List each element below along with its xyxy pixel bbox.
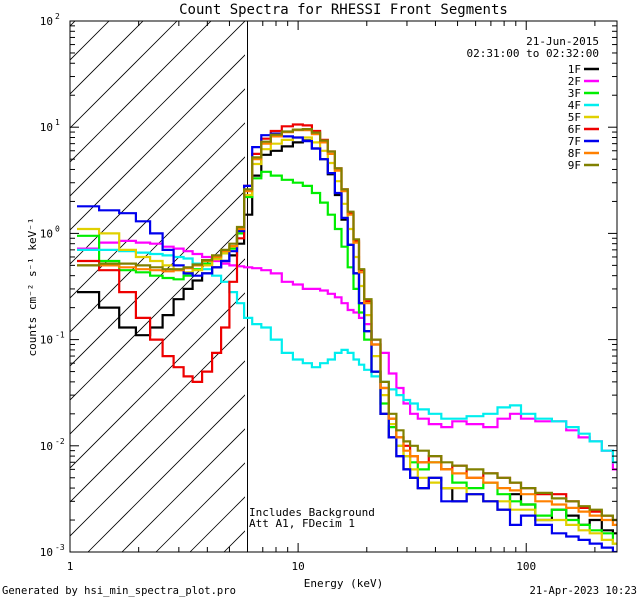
hatch-line <box>70 122 245 299</box>
legend-label-6F: 6F <box>568 123 581 136</box>
y-axis-label: counts cm⁻² s⁻¹ keV⁻¹ <box>26 217 39 356</box>
hatch-line <box>70 360 245 537</box>
hatch-line <box>70 21 212 163</box>
hatch-line <box>70 21 76 27</box>
legend-label-2F: 2F <box>568 75 581 88</box>
hatch-line <box>70 21 245 197</box>
series-line-1F <box>77 139 617 535</box>
svg-text:1: 1 <box>55 118 60 127</box>
series-line-9F <box>77 128 617 522</box>
x-tick-label: 100 <box>516 560 536 573</box>
annotation-background: Includes Background <box>249 506 375 519</box>
x-tick-label: 1 <box>67 560 74 573</box>
axis-ticks <box>69 20 617 553</box>
svg-text:10: 10 <box>40 334 53 347</box>
hatch-line <box>121 428 245 552</box>
series-line-6F <box>77 123 617 522</box>
legend-label-4F: 4F <box>568 99 581 112</box>
hatch-line <box>70 21 110 61</box>
hatch-line <box>70 54 245 231</box>
svg-text:10: 10 <box>40 227 53 240</box>
x-tick-label: 10 <box>291 560 304 573</box>
svg-text:-1: -1 <box>55 331 65 340</box>
svg-text:0: 0 <box>55 224 60 233</box>
y-tick-label: 10 -2 <box>40 437 65 453</box>
legend-label-7F: 7F <box>568 135 581 148</box>
legend-label-8F: 8F <box>568 147 581 160</box>
chart-title: Count Spectra for RHESSI Front Segments <box>179 2 508 18</box>
y-tick-label: 10 -3 <box>40 543 65 559</box>
annotation-attenuator: Att A1, FDecim 1 <box>249 517 355 530</box>
hatch-line <box>87 394 245 552</box>
legend-label-5F: 5F <box>568 111 581 124</box>
x-axis-label: Energy (keV) <box>304 577 383 590</box>
footer-generated-by: Generated by hsi_min_spectra_plot.pro <box>2 585 236 597</box>
hatched-region <box>70 21 245 552</box>
svg-text:10: 10 <box>40 15 53 28</box>
svg-text:-2: -2 <box>55 437 65 446</box>
legend-label-9F: 9F <box>568 159 581 172</box>
svg-text:10: 10 <box>40 440 53 453</box>
legend-label-3F: 3F <box>568 87 581 100</box>
hatch-line <box>70 326 245 503</box>
svg-text:10: 10 <box>40 546 53 559</box>
y-tick-label: 10 2 <box>40 12 60 28</box>
legend-label-1F: 1F <box>568 63 581 76</box>
date-label: 21-Jun-2015 <box>526 35 599 48</box>
hatch-line <box>70 21 178 129</box>
hatch-line <box>70 156 245 333</box>
plot-frame <box>69 20 618 553</box>
hatch-line <box>70 224 245 401</box>
footer-timestamp: 21-Apr-2023 10:23 <box>530 585 637 597</box>
svg-text:-3: -3 <box>55 543 65 552</box>
series-line-3F <box>77 170 617 545</box>
series-group <box>77 123 617 552</box>
y-tick-label: 10 1 <box>40 118 60 134</box>
y-tick-label: 10 -1 <box>40 331 65 347</box>
time-range-label: 02:31:00 to 02:32:00 <box>467 47 599 60</box>
hatch-line <box>70 292 245 469</box>
svg-text:2: 2 <box>55 12 60 21</box>
series-line-2F <box>77 239 617 471</box>
series-line-7F <box>77 132 617 552</box>
hatch-line <box>70 21 144 95</box>
hatch-line <box>70 258 245 435</box>
svg-text:10: 10 <box>40 121 53 134</box>
series-line-4F <box>77 248 617 464</box>
y-tick-label: 10 0 <box>40 224 60 240</box>
